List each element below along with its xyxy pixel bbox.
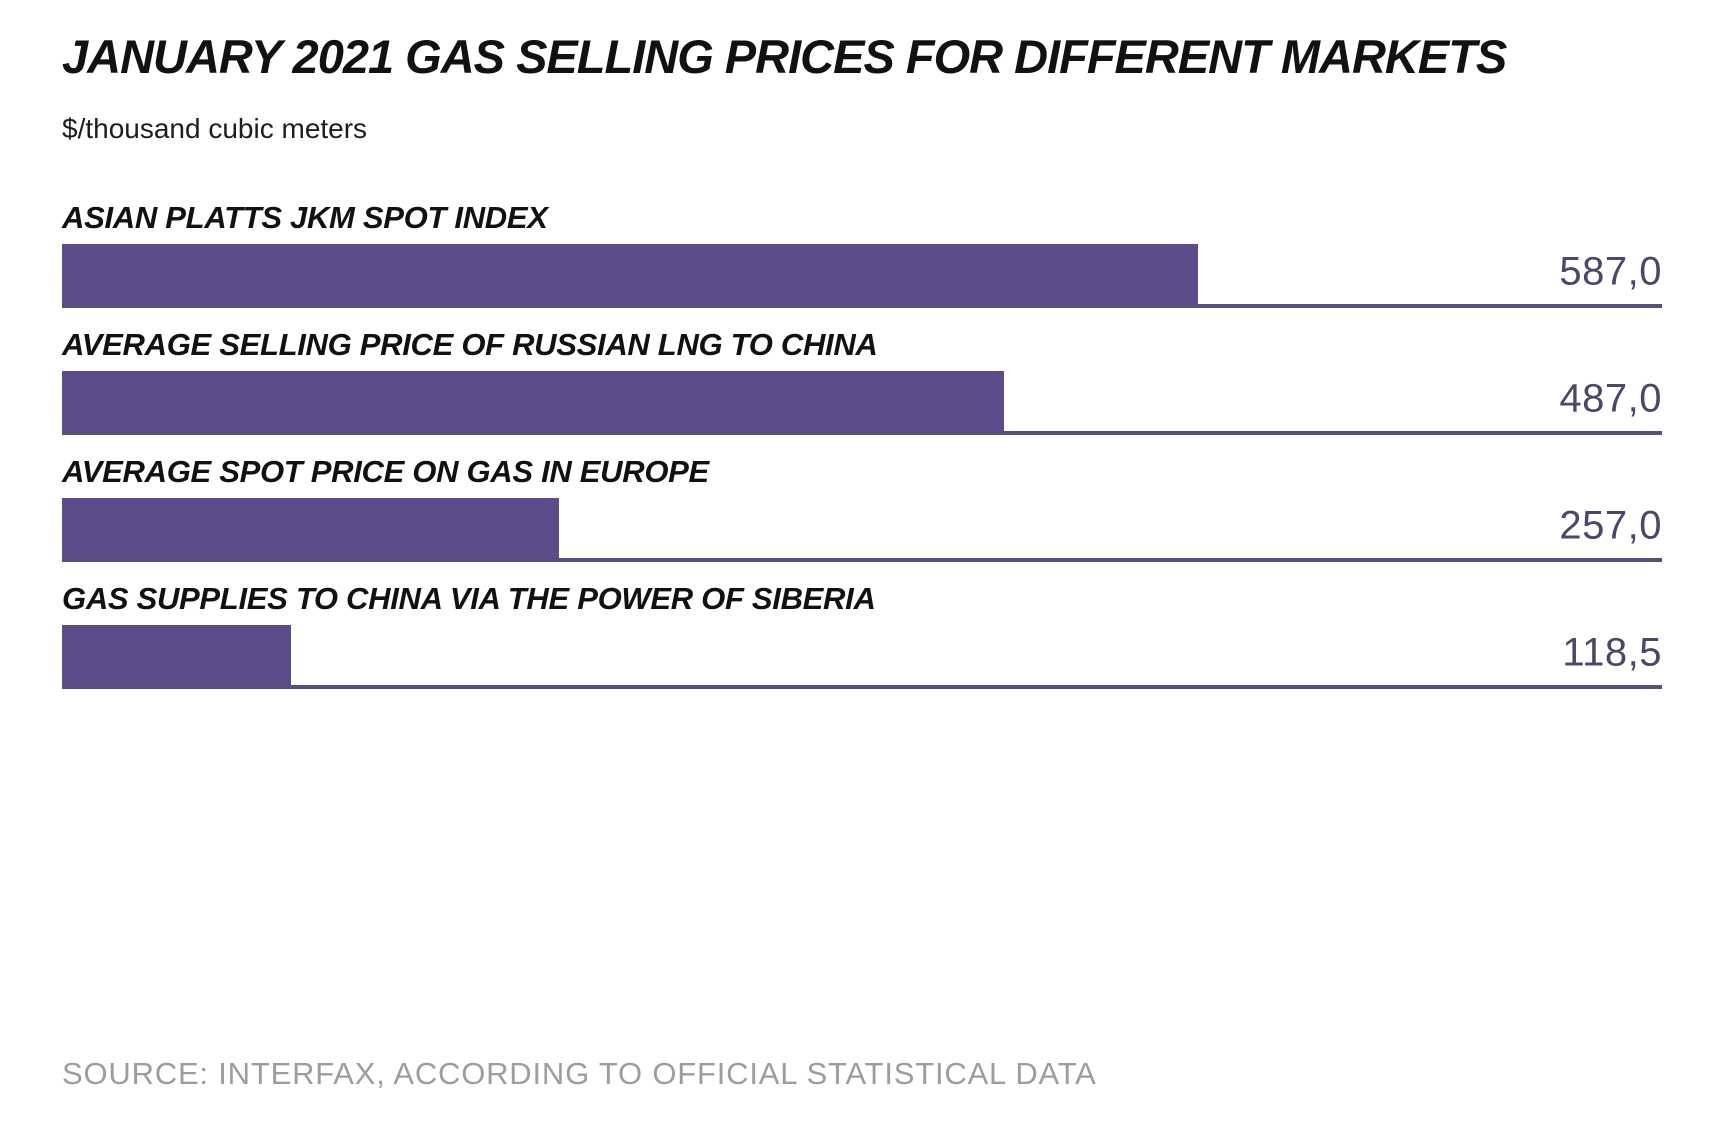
bar-row: GAS SUPPLIES TO CHINA VIA THE POWER OF S… bbox=[62, 580, 1662, 689]
bar-row: AVERAGE SPOT PRICE ON GAS IN EUROPE 257,… bbox=[62, 453, 1662, 562]
bar-value-label: 118,5 bbox=[1562, 630, 1662, 675]
bar-rows: ASIAN PLATTS JKM SPOT INDEX 587,0 AVERAG… bbox=[62, 199, 1662, 689]
chart-title: JANUARY 2021 GAS SELLING PRICES FOR DIFF… bbox=[62, 30, 1507, 83]
bar-track: 587,0 bbox=[62, 243, 1662, 308]
chart-content: JANUARY 2021 GAS SELLING PRICES FOR DIFF… bbox=[62, 0, 1662, 709]
bar-category-label: AVERAGE SELLING PRICE OF RUSSIAN LNG TO … bbox=[62, 326, 878, 362]
chart-unit-subtitle: $/thousand cubic meters bbox=[62, 112, 368, 144]
bar-fill bbox=[62, 497, 560, 558]
bar-value-label: 587,0 bbox=[1559, 249, 1662, 294]
bar-category-label: ASIAN PLATTS JKM SPOT INDEX bbox=[62, 199, 548, 235]
bar-track: 487,0 bbox=[62, 370, 1662, 435]
bar-category-label: GAS SUPPLIES TO CHINA VIA THE POWER OF S… bbox=[62, 580, 876, 616]
bar-fill bbox=[62, 370, 1005, 431]
bar-track: 257,0 bbox=[62, 497, 1662, 562]
bar-row: AVERAGE SELLING PRICE OF RUSSIAN LNG TO … bbox=[62, 326, 1662, 435]
bar-value-label: 257,0 bbox=[1559, 503, 1662, 548]
bar-value-label: 487,0 bbox=[1559, 376, 1662, 421]
bar-row: ASIAN PLATTS JKM SPOT INDEX 587,0 bbox=[62, 199, 1662, 308]
bar-track: 118,5 bbox=[62, 624, 1662, 689]
bar-fill bbox=[62, 243, 1198, 304]
source-attribution: SOURCE: INTERFAX, ACCORDING TO OFFICIAL … bbox=[62, 1056, 1097, 1091]
bar-fill bbox=[62, 624, 292, 685]
bar-category-label: AVERAGE SPOT PRICE ON GAS IN EUROPE bbox=[62, 453, 709, 489]
